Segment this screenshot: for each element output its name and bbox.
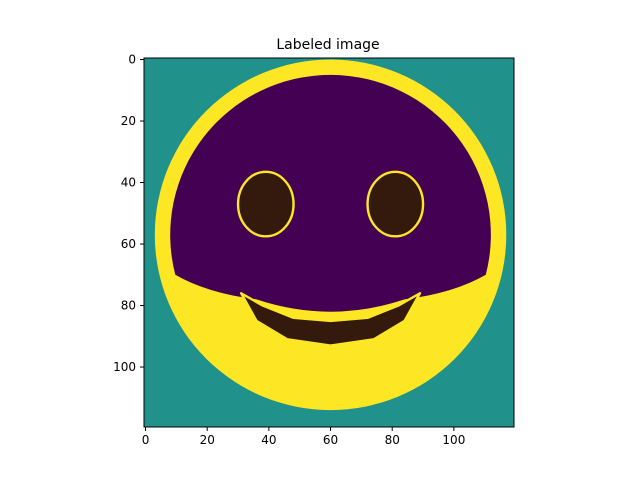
left-eye-region: [236, 170, 295, 238]
y-tick-label: 100: [113, 360, 136, 374]
labeled-image: [144, 58, 514, 427]
y-tick-label: 0: [128, 53, 136, 67]
x-tick-label: 20: [200, 433, 215, 447]
right-eye-region: [366, 170, 425, 238]
y-axis: 0 20 40 60 80 100: [113, 53, 144, 374]
x-tick-label: 40: [261, 433, 276, 447]
plot-frame: [143, 57, 515, 428]
x-axis: 0 20 40 60 80 100: [142, 427, 465, 447]
mouth-region: [239, 292, 422, 347]
x-tick-label: 100: [442, 433, 465, 447]
x-tick-label: 0: [142, 433, 150, 447]
x-tick-label: 60: [323, 433, 338, 447]
y-tick-label: 80: [121, 299, 136, 313]
y-tick-label: 60: [121, 237, 136, 251]
y-tick-label: 20: [121, 114, 136, 128]
face-region: [170, 74, 491, 312]
y-tick-label: 40: [121, 176, 136, 190]
x-tick-label: 80: [385, 433, 400, 447]
chart-title: Labeled image: [276, 37, 379, 53]
